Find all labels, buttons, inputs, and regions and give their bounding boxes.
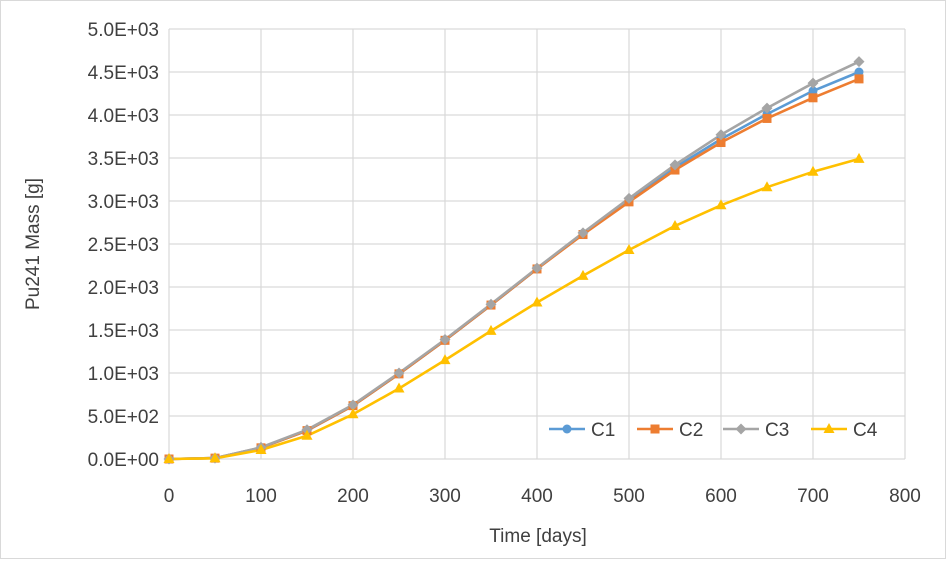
- data-point-c4: [163, 453, 175, 463]
- data-point-c3: [347, 399, 359, 411]
- y-tick-label: 0.0E+00: [88, 450, 159, 471]
- legend-label-c3: C3: [765, 420, 789, 441]
- series-line-c1: [168, 70, 860, 461]
- y-tick-label: 3.5E+03: [88, 149, 159, 170]
- data-point-c3: [761, 102, 773, 114]
- x-tick-label: 300: [429, 486, 461, 507]
- x-tick-label: 800: [889, 486, 921, 507]
- grid-lines: [168, 28, 906, 460]
- data-point-c2: [716, 138, 726, 148]
- y-tick-label: 4.0E+03: [88, 106, 159, 127]
- data-point-c2: [808, 93, 818, 103]
- data-point-c4: [255, 443, 267, 454]
- data-point-c2: [854, 74, 864, 84]
- y-axis-label: Pu241 Mass [g]: [23, 178, 44, 310]
- x-tick-label: 100: [245, 486, 277, 507]
- legend-label-c1: C1: [591, 420, 615, 441]
- data-point-c4: [209, 452, 221, 463]
- data-point-c4: [807, 165, 819, 176]
- y-tick-label: 5.0E+02: [88, 407, 159, 428]
- data-point-c3: [715, 129, 727, 141]
- series-lines: [168, 60, 860, 461]
- data-point-c4: [439, 354, 451, 365]
- series-line-c2: [168, 77, 860, 461]
- series-line-c3: [168, 60, 860, 461]
- data-point-c4: [577, 269, 589, 280]
- data-point-c4: [623, 244, 635, 255]
- x-tick-label: 500: [613, 486, 645, 507]
- x-tick-label: 400: [521, 486, 553, 507]
- data-point-c4: [531, 296, 543, 307]
- x-tick-label: 700: [797, 486, 829, 507]
- series-line-c4: [168, 157, 860, 461]
- legend-marker-c1: [562, 424, 572, 434]
- data-point-c4: [347, 408, 359, 419]
- data-point-c4: [393, 382, 405, 393]
- data-point-c3: [669, 159, 681, 171]
- legend-marker-c4: [823, 423, 835, 433]
- x-axis-tick-labels: 0 100 200 300 400 500 600 700 800: [164, 486, 921, 507]
- data-point-c3: [393, 367, 405, 379]
- legend-label-c2: C2: [679, 420, 703, 441]
- data-point-c4: [485, 324, 497, 335]
- legend-marker-c3: [735, 423, 747, 435]
- data-point-c4: [669, 219, 681, 230]
- legend-marker-c2: [650, 424, 660, 434]
- series-markers: [163, 56, 865, 465]
- data-point-c3: [807, 77, 819, 89]
- x-tick-label: 0: [164, 486, 175, 507]
- y-axis-tick-labels: 0.0E+00 5.0E+02 1.0E+03 1.5E+03 2.0E+03 2.5E+…: [88, 20, 159, 471]
- data-point-c4: [761, 181, 773, 192]
- x-tick-label: 200: [337, 486, 369, 507]
- data-point-c1: [854, 67, 864, 77]
- data-point-c3: [301, 424, 313, 436]
- y-tick-label: 1.0E+03: [88, 364, 159, 385]
- x-tick-label: 600: [705, 486, 737, 507]
- data-point-c1: [808, 86, 818, 96]
- data-point-c4: [715, 199, 727, 210]
- y-tick-label: 2.0E+03: [88, 278, 159, 299]
- legend: C1 C2 C3 C4: [549, 420, 878, 441]
- x-axis-label: Time [days]: [489, 526, 587, 547]
- data-point-c3: [485, 298, 497, 310]
- data-point-c3: [623, 192, 635, 204]
- data-point-c4: [301, 429, 313, 440]
- data-point-c4: [853, 152, 865, 163]
- data-point-c3: [577, 227, 589, 239]
- y-tick-label: 5.0E+03: [88, 20, 159, 41]
- data-point-c3: [531, 262, 543, 274]
- data-point-c2: [762, 113, 772, 123]
- data-point-c3: [439, 333, 451, 345]
- legend-label-c4: C4: [853, 420, 878, 441]
- data-point-c3: [853, 56, 865, 68]
- y-tick-label: 3.0E+03: [88, 192, 159, 213]
- y-tick-label: 2.5E+03: [88, 235, 159, 256]
- y-tick-label: 1.5E+03: [88, 321, 159, 342]
- y-tick-label: 4.5E+03: [88, 63, 159, 84]
